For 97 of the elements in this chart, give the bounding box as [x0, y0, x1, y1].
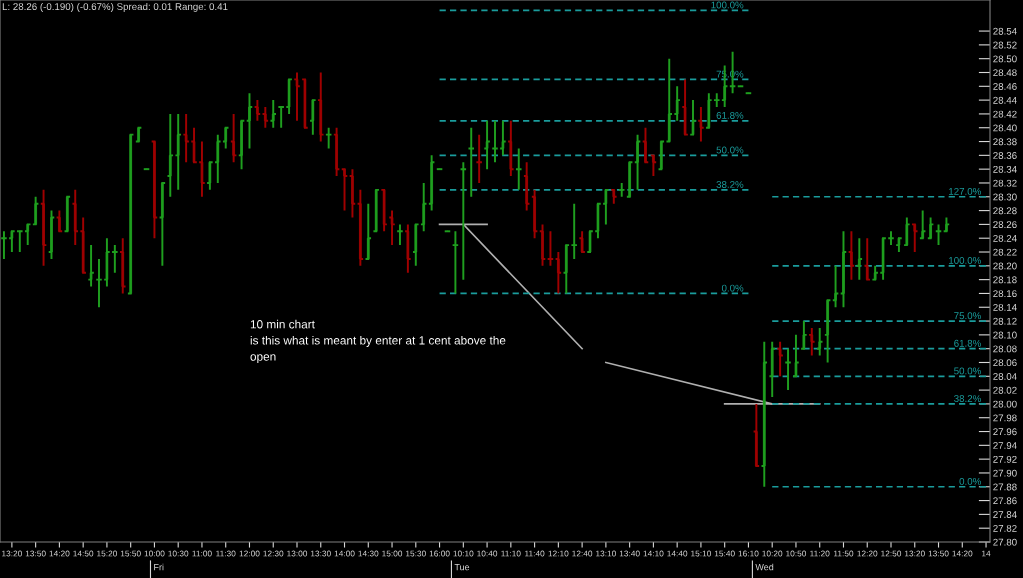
x-tick-label: 10:50: [786, 550, 807, 557]
y-tick-label: 28.02: [993, 386, 1017, 394]
y-tick-label: 28.12: [993, 317, 1017, 325]
y-tick-label: 27.96: [993, 428, 1017, 436]
y-tick-label: 28.52: [993, 41, 1017, 49]
y-tick-label: 28.38: [993, 138, 1017, 146]
x-tick-label: 14: [982, 550, 991, 557]
series-label: 50.0%: [954, 367, 981, 375]
series-label: 61.8%: [954, 339, 981, 347]
y-tick-label: 28.44: [993, 96, 1017, 104]
x-tick-label: 11:00: [192, 550, 212, 557]
y-tick-label: 28.14: [993, 303, 1017, 311]
y-tick-label: 28.04: [993, 373, 1017, 380]
text: Wed: [755, 563, 774, 571]
y-tick-label: 28.50: [993, 55, 1017, 63]
y-tick-label: 28.28: [993, 207, 1017, 215]
x-tick-label: 15:10: [691, 550, 712, 557]
y-tick-label: 27.80: [993, 538, 1017, 546]
x-tick-label: 14:30: [358, 550, 379, 557]
x-tick-label: 12:10: [548, 550, 569, 557]
x-tick-label: 11:10: [501, 550, 521, 557]
y-tick-label: 28.00: [993, 400, 1017, 408]
series-label: 127.0%: [949, 187, 981, 195]
y-tick-label: 27.88: [993, 483, 1017, 491]
x-tick-label: 11:40: [525, 550, 545, 557]
series-label: 100.0%: [949, 257, 981, 264]
x-tick-label: 13:50: [25, 550, 46, 557]
x-tick-label: 10:30: [168, 550, 189, 557]
x-tick-label: 15:40: [714, 550, 735, 557]
x-tick-label: 15:00: [382, 550, 403, 557]
x-tick-label: 10:40: [477, 550, 498, 557]
y-tick-label: 27.84: [993, 511, 1017, 518]
x-tick-label: 16:00: [429, 550, 450, 557]
x-tick-label: 11:30: [216, 550, 236, 557]
x-tick-label: 14:20: [49, 550, 70, 557]
x-tick-label: 14:50: [73, 550, 94, 557]
y-tick-label: 28.06: [993, 359, 1017, 367]
x-tick-label: 13:10: [596, 550, 616, 557]
y-tick-label: 28.08: [993, 345, 1017, 353]
x-tick-label: 13:50: [928, 550, 949, 557]
y-tick-label: 27.86: [993, 497, 1017, 505]
y-tick-label: 28.40: [993, 124, 1017, 132]
x-tick-label: 12:20: [857, 550, 878, 557]
x-tick-label: 12:40: [572, 550, 593, 557]
x-tick-label: 10:00: [144, 550, 165, 557]
x-tick-label: 14:10: [643, 550, 664, 557]
x-tick-label: 14:20: [952, 550, 973, 557]
y-tick-label: 28.26: [993, 221, 1017, 229]
y-tick-label: 28.20: [993, 262, 1017, 270]
x-tick-label: 13:00: [287, 550, 308, 557]
x-tick-label: 13:20: [904, 550, 925, 557]
x-tick-label: 12:30: [263, 550, 284, 557]
y-tick-label: 27.98: [993, 414, 1017, 422]
series-label: 61.8%: [716, 112, 744, 119]
y-tick-label: 28.16: [993, 290, 1017, 298]
x-tick-label: 10:20: [762, 550, 783, 557]
y-tick-label: 28.48: [993, 69, 1017, 77]
x-tick-label: 12:00: [239, 550, 260, 557]
y-tick-label: 28.34: [993, 165, 1017, 173]
y-tick-label: 27.82: [993, 524, 1017, 532]
x-tick-label: 15:20: [97, 550, 118, 557]
x-tick-label: 12:50: [881, 550, 902, 557]
series-label: 38.2%: [716, 181, 744, 188]
annotation: 10 min chart is this what is meant by enter at 1 cent above the open: [250, 319, 506, 364]
series-label: 0.0%: [721, 284, 744, 292]
series-label: 0.0%: [959, 477, 981, 485]
x-tick-label: 11:20: [810, 550, 830, 557]
text: Tue: [454, 564, 470, 571]
x-tick-label: 13:40: [619, 550, 640, 557]
y-tick-label: 28.22: [993, 248, 1017, 256]
x-tick-label: 16:10: [738, 550, 759, 557]
series-label: 75.0%: [954, 312, 981, 320]
y-tick-label: 28.46: [993, 83, 1017, 90]
y-tick-label: 28.42: [993, 110, 1017, 118]
x-tick-label: 14:00: [334, 550, 355, 557]
y-tick-label: 28.54: [993, 27, 1017, 35]
x-tick-label: 15:50: [120, 550, 141, 557]
x-tick-label: 14:40: [667, 550, 688, 557]
y-tick-label: 27.90: [993, 469, 1017, 477]
y-tick-label: 28.18: [993, 276, 1017, 284]
y-tick-label: 28.32: [993, 179, 1017, 187]
y-tick-label: 28.30: [993, 193, 1017, 201]
y-tick-label: 27.94: [993, 442, 1017, 449]
x-tick-label: 11:50: [834, 550, 854, 557]
x-tick-label: 15:30: [406, 550, 426, 557]
y-tick-label: 27.92: [993, 455, 1017, 463]
chart-title: L: 28.26 (-0.190) (-0.67%) Spread: 0.01 Range: 0.41: [2, 2, 228, 12]
series-label: 100.0%: [711, 1, 744, 9]
y-tick-label: 28.10: [993, 331, 1017, 339]
x-tick-label: 13:20: [2, 550, 22, 557]
y-tick-label: 28.36: [993, 152, 1017, 159]
series-label: 50.0%: [716, 146, 744, 154]
y-tick-label: 28.24: [993, 234, 1017, 242]
x-tick-label: 13:30: [310, 550, 331, 557]
x-tick-label: 10:10: [453, 550, 474, 557]
series-label: 38.2%: [954, 395, 981, 402]
text: Fri: [154, 563, 164, 571]
